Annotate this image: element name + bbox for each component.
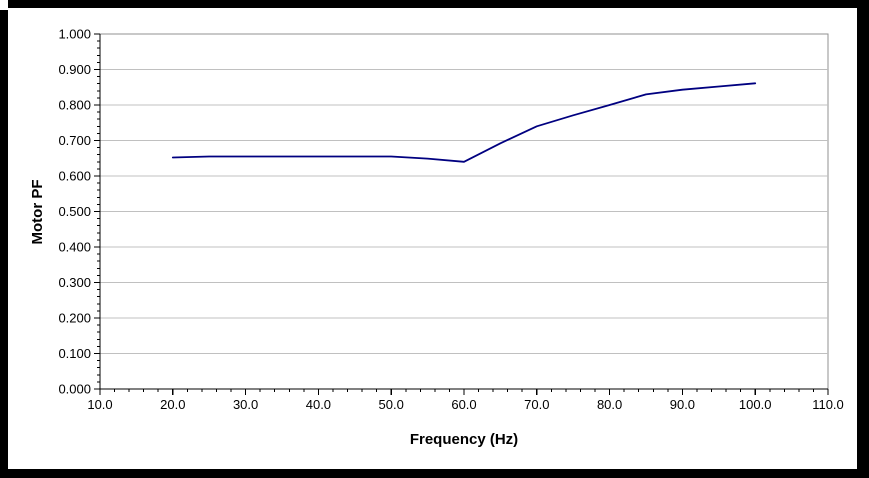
x-axis-title: Frequency (Hz) bbox=[410, 431, 518, 448]
x-tick-label: 30.0 bbox=[233, 397, 258, 412]
x-tick-label: 90.0 bbox=[670, 397, 695, 412]
y-tick-label: 0.100 bbox=[58, 346, 91, 361]
y-tick-label: 1.000 bbox=[58, 27, 91, 42]
axis-ticks bbox=[94, 33, 829, 395]
y-tick-label: 0.000 bbox=[58, 382, 91, 397]
frame-border-left bbox=[0, 10, 8, 478]
x-tick-label: 50.0 bbox=[379, 397, 404, 412]
y-axis-title: Motor PF bbox=[29, 180, 46, 245]
tick-labels: 10.0 20.0 30.0 40.0 50.0 60.0 70.0 80.0 90.0 100.… bbox=[58, 27, 843, 413]
frame-border-top bbox=[8, 0, 869, 8]
motor-pf-line bbox=[171, 82, 757, 163]
x-tick-label: 110.0 bbox=[812, 397, 844, 412]
y-tick-label: 0.600 bbox=[58, 169, 91, 184]
x-tick-label: 40.0 bbox=[306, 397, 331, 412]
y-tick-label: 0.300 bbox=[58, 275, 91, 290]
x-tick-label: 10.0 bbox=[87, 397, 112, 412]
y-tick-label: 0.200 bbox=[58, 311, 91, 326]
frame-border-right bbox=[857, 0, 869, 478]
y-tick-label: 0.800 bbox=[58, 98, 91, 113]
x-tick-label: 20.0 bbox=[160, 397, 185, 412]
frame-border-bottom bbox=[0, 469, 869, 478]
x-tick-label: 60.0 bbox=[451, 397, 476, 412]
x-tick-label: 100.0 bbox=[739, 397, 772, 412]
y-tick-label: 0.400 bbox=[58, 240, 91, 255]
y-tick-label: 0.900 bbox=[58, 62, 91, 77]
gridlines bbox=[100, 69, 828, 354]
y-tick-label: 0.500 bbox=[58, 204, 91, 219]
y-tick-label: 0.700 bbox=[58, 133, 91, 148]
x-tick-label: 70.0 bbox=[524, 397, 549, 412]
x-tick-label: 80.0 bbox=[597, 397, 622, 412]
